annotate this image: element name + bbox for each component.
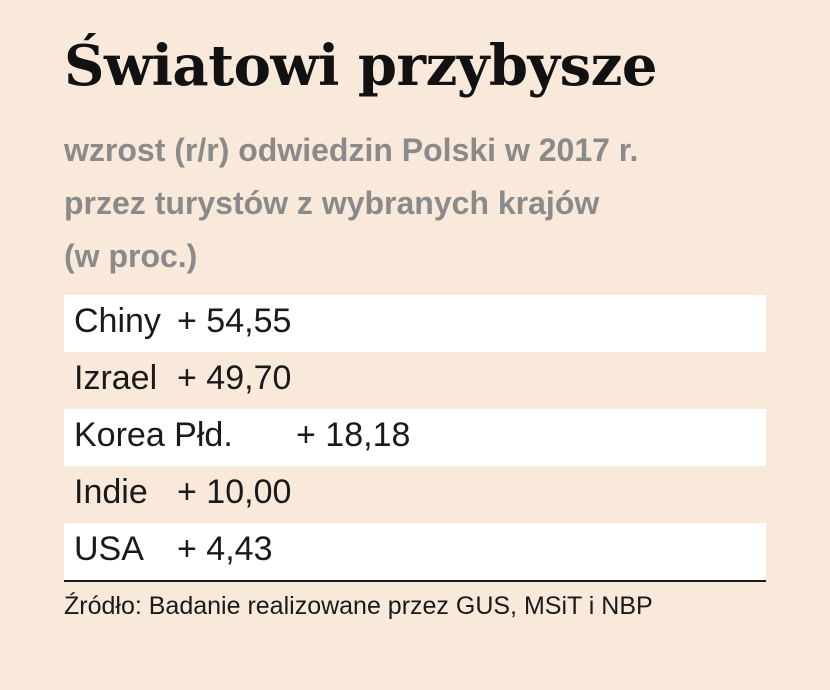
row-value-label: + 10,00 (177, 473, 292, 511)
table-row: Indie + 10,00 (64, 466, 766, 523)
subtitle-line-3: (w proc.) (64, 238, 198, 274)
source-note: Źródło: Badanie realizowane przez GUS, M… (64, 592, 653, 620)
table-row: Chiny + 54,55 (64, 295, 766, 352)
row-category-label: Indie (74, 473, 148, 511)
row-value-label: + 4,43 (177, 530, 273, 568)
row-category-label: USA (74, 530, 144, 568)
chart-subtitle: wzrost (r/r) odwiedzin Polski w 2017 r. … (64, 124, 764, 283)
data-table: Chiny + 54,55 Izrael + 49,70 Korea Płd. … (64, 295, 766, 580)
chart-title: Światowi przybysze (64, 33, 658, 99)
table-row: Korea Płd. + 18,18 (64, 409, 766, 466)
subtitle-line-1: wzrost (r/r) odwiedzin Polski w 2017 r. (64, 132, 639, 168)
row-category-label: Izrael (74, 359, 158, 397)
table-row: USA + 4,43 (64, 523, 766, 580)
row-value-label: + 54,55 (177, 302, 292, 340)
row-value-label: + 49,70 (177, 359, 292, 397)
row-value-label: + 18,18 (296, 416, 411, 454)
subtitle-line-2: przez turystów z wybranych krajów (64, 185, 600, 221)
row-category-label: Chiny (74, 302, 161, 340)
table-row: Izrael + 49,70 (64, 352, 766, 409)
row-category-label: Korea Płd. (74, 416, 233, 454)
table-bottom-rule (64, 580, 766, 582)
